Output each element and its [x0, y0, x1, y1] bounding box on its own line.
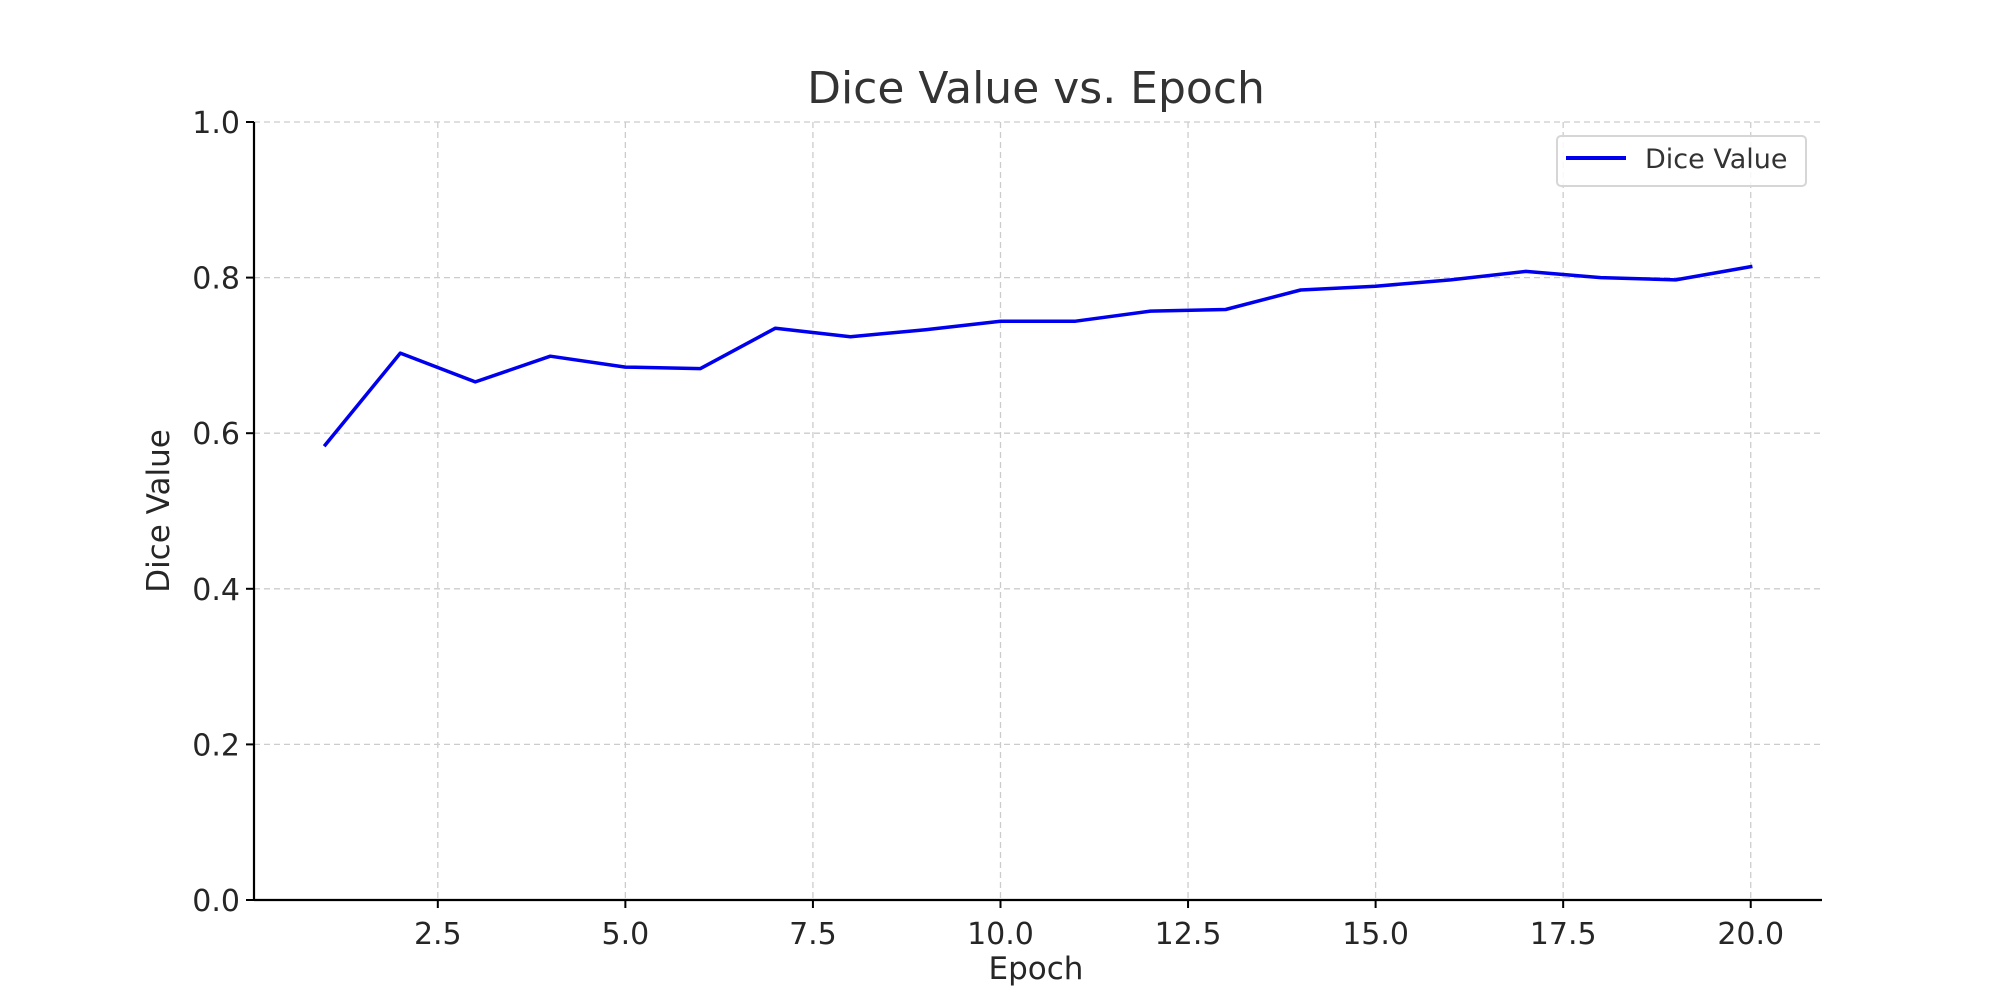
x-tick-label: 12.5 — [1155, 917, 1222, 952]
x-tick-label: 20.0 — [1717, 917, 1784, 952]
x-tick-label: 2.5 — [414, 917, 462, 952]
x-tick-label: 7.5 — [789, 917, 837, 952]
legend: Dice Value — [1556, 135, 1807, 187]
x-tick-label: 17.5 — [1530, 917, 1597, 952]
y-tick-label: 0.4 — [192, 573, 240, 608]
x-axis-label: Epoch — [989, 951, 1084, 987]
x-tick-label: 15.0 — [1342, 917, 1409, 952]
legend-label-dice-value: Dice Value — [1645, 144, 1787, 175]
x-tick-label: 5.0 — [602, 917, 650, 952]
y-tick-label: 0.8 — [192, 262, 240, 297]
y-tick-label: 1.0 — [192, 106, 240, 141]
legend-box — [1556, 135, 1807, 187]
axes: 0.0 0.2 0.4 0.6 0.8 1.0 2.5 5.0 7.5 10.0 12.5 15.0 1… — [192, 106, 1822, 952]
grid — [254, 121, 1822, 901]
chart-title: Dice Value vs. Epoch — [807, 63, 1265, 114]
y-tick-label: 0.0 — [192, 884, 240, 919]
y-axis-label: Dice Value — [141, 429, 177, 593]
series-layer — [322, 264, 1753, 448]
y-tick-label: 0.2 — [192, 728, 240, 763]
series-line-dice-value — [322, 264, 1753, 448]
x-tick-label: 10.0 — [967, 917, 1034, 952]
y-tick-label: 0.6 — [192, 417, 240, 452]
